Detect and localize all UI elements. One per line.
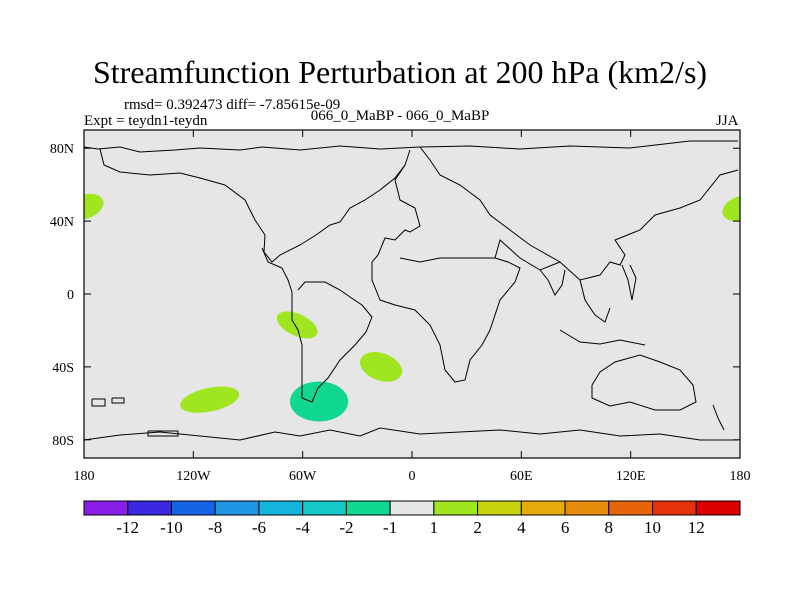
coast-india xyxy=(539,269,566,296)
colorbar-swatch xyxy=(433,500,479,516)
colorbar-swatch xyxy=(302,500,347,516)
colorbar-label: -4 xyxy=(296,518,311,537)
x-tick-label: 60E xyxy=(510,469,533,484)
coast-antarctica xyxy=(83,427,738,441)
experiment-label: Expt = teydn1-teydn xyxy=(84,113,208,129)
colorbar-swatch xyxy=(608,500,654,516)
colorbar-label: -12 xyxy=(116,518,139,537)
colorbar-swatch xyxy=(345,500,391,516)
y-tick-label: 80N xyxy=(50,142,74,157)
colorbar-label: 10 xyxy=(644,518,661,537)
coast-japan xyxy=(621,264,637,301)
colorbar-label: 6 xyxy=(561,518,570,537)
x-tick-label: 120E xyxy=(616,469,646,484)
coast-new-zealand xyxy=(712,404,725,431)
colorbar: -12 -10 -8 -6 -4 -2 -1 1 2 4 6 8 10 12 xyxy=(83,500,741,537)
y-tick-label: 40N xyxy=(50,215,74,230)
colorbar-label: -1 xyxy=(383,518,397,537)
coast-central-america xyxy=(261,247,293,293)
colorbar-swatch xyxy=(258,500,304,516)
colorbar-label: -10 xyxy=(160,518,183,537)
coast-se-asia xyxy=(579,279,611,323)
coast-antarctic-shelf xyxy=(147,430,179,437)
colorbar-swatch xyxy=(520,500,566,516)
coast-indonesia xyxy=(559,329,646,346)
season-label: JJA xyxy=(716,113,739,129)
colorbar-swatch xyxy=(652,500,697,516)
x-tick-label: 180 xyxy=(74,469,95,484)
positive-anomaly-w-atlantic-edge xyxy=(84,193,104,220)
y-tick-label: 80S xyxy=(52,434,74,449)
colorbar-swatch xyxy=(695,500,741,516)
y-tick-label: 40S xyxy=(52,361,74,376)
x-tick-label: 0 xyxy=(409,469,416,484)
colorbar-swatch xyxy=(127,500,172,516)
case-label: 066_0_MaBP - 066_0_MaBP xyxy=(310,108,490,124)
coast-north-polar xyxy=(83,140,738,153)
positive-anomaly-s-atlantic xyxy=(359,352,403,382)
coast-europe xyxy=(377,164,421,256)
x-tick-label: 60W xyxy=(289,469,317,484)
colorbar-swatch xyxy=(389,500,435,516)
coast-pacific-island-b xyxy=(111,397,125,404)
colorbar-swatch xyxy=(83,500,129,516)
colorbar-label: 4 xyxy=(517,518,526,537)
coast-north-america xyxy=(99,148,411,263)
colorbar-swatch xyxy=(477,500,522,516)
colorbar-label: 8 xyxy=(605,518,614,537)
colorbar-label: -6 xyxy=(252,518,266,537)
colorbar-label: -8 xyxy=(208,518,222,537)
colorbar-label: 1 xyxy=(430,518,439,537)
positive-anomaly-s-pacific xyxy=(180,386,240,413)
colorbar-swatch xyxy=(564,500,610,516)
rmsd-diff-stats: rmsd= 0.392473 diff= -7.85615e-09 xyxy=(124,97,341,113)
coast-asia xyxy=(419,146,739,281)
coast-south-america xyxy=(291,281,373,403)
coast-australia xyxy=(591,354,697,411)
x-tick-label: 180 xyxy=(730,469,751,484)
coast-arabia xyxy=(494,239,561,271)
positive-anomaly-s-america xyxy=(276,311,318,339)
colorbar-swatch xyxy=(214,500,260,516)
x-tick-label: 120W xyxy=(176,469,211,484)
coast-pacific-island-a xyxy=(91,398,106,407)
y-axis: 80N 40N 0 40S 80S xyxy=(50,142,740,449)
coastlines xyxy=(83,140,739,441)
negative-anomaly-drake-passage xyxy=(289,381,349,422)
colorbar-swatch xyxy=(170,500,216,516)
coast-africa xyxy=(371,254,521,383)
colorbar-label: -2 xyxy=(339,518,353,537)
y-tick-label: 0 xyxy=(67,288,74,303)
x-axis: 180 120W 60W 0 60E 120E 180 xyxy=(74,130,751,484)
colorbar-label: 2 xyxy=(473,518,482,537)
colorbar-label: 12 xyxy=(688,518,705,537)
chart-title: Streamfunction Perturbation at 200 hPa (… xyxy=(92,54,708,90)
